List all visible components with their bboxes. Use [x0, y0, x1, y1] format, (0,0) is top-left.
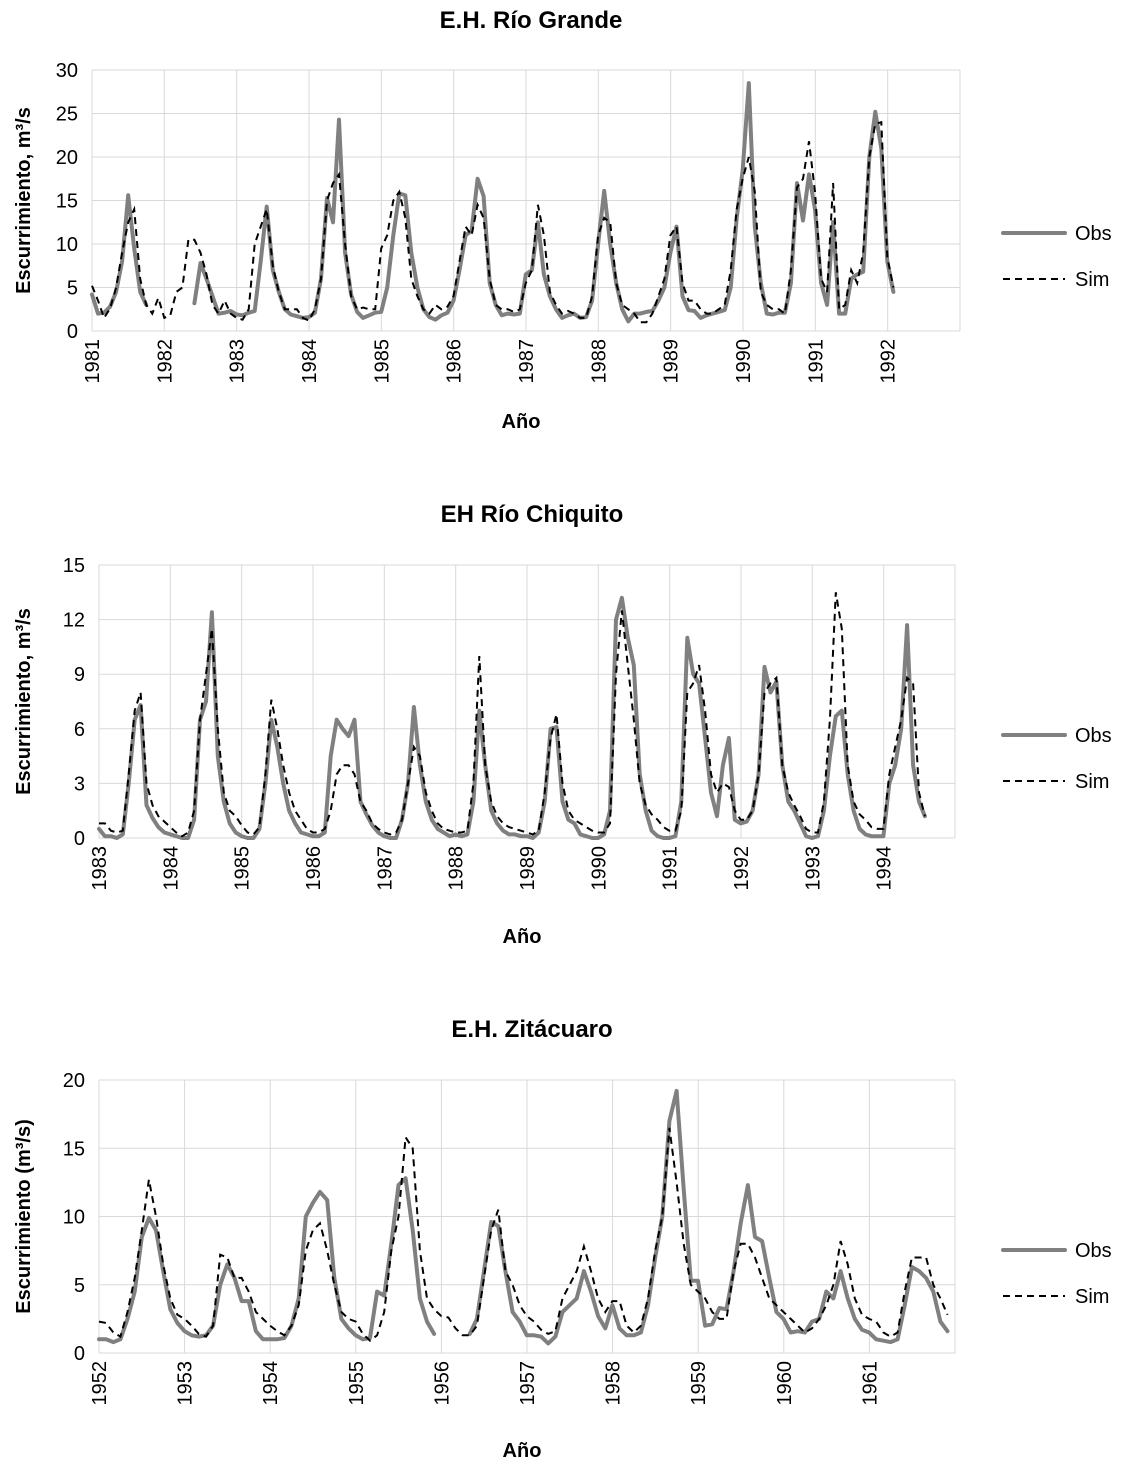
- series-line-obs: [97, 1088, 950, 1346]
- x-tick-label: 1957: [517, 1361, 539, 1406]
- x-tick-label: 1988: [446, 846, 468, 891]
- y-tick-label: 0: [74, 1343, 85, 1365]
- series-line-obs: [90, 81, 896, 324]
- chart-title: E.H. Zitácuaro: [451, 1016, 612, 1043]
- x-tick-label: 1991: [805, 339, 827, 384]
- chart-title: EH Río Chiquito: [441, 501, 624, 528]
- x-tick-label: 1958: [603, 1361, 625, 1406]
- x-tick-label: 1985: [371, 339, 393, 384]
- chart-2: EH Río Chiquito 0 3 6 9 12 15 1983 1984 1985 1986 1…: [13, 501, 1112, 948]
- series-line-sim: [98, 1127, 949, 1343]
- y-tick-label: 20: [56, 147, 78, 169]
- x-tick-label: 1990: [733, 339, 755, 384]
- y-tick-label: 12: [63, 610, 85, 632]
- legend-label-sim: Sim: [1075, 1286, 1109, 1308]
- x-tick-label: 1959: [688, 1361, 710, 1406]
- y-tick-label: 10: [56, 234, 78, 256]
- x-tick-label: 1987: [516, 339, 538, 384]
- x-tick-label: 1984: [160, 846, 182, 891]
- x-axis-title: Año: [502, 411, 541, 433]
- y-tick-label: 5: [67, 278, 78, 300]
- y-tick-label: 20: [63, 1070, 85, 1092]
- x-tick-label: 1952: [89, 1361, 111, 1406]
- legend: Obs Sim: [1001, 223, 1112, 291]
- x-tick-label: 1986: [303, 846, 325, 891]
- x-tick-label: 1981: [82, 339, 104, 384]
- x-tick-label: 1955: [346, 1361, 368, 1406]
- y-tick-label: 0: [74, 828, 85, 850]
- x-tick-label: 1983: [89, 846, 111, 891]
- y-axis-title: Escurrimiento (m³/s): [13, 1119, 35, 1313]
- y-tick-label: 5: [74, 1275, 85, 1297]
- legend: Obs Sim: [1001, 725, 1112, 793]
- x-tick-label: 1954: [260, 1361, 282, 1406]
- x-axis-title: Año: [503, 926, 542, 948]
- y-tick-label: 0: [67, 321, 78, 343]
- legend-label-sim: Sim: [1075, 269, 1109, 291]
- x-tick-label: 1987: [374, 846, 396, 891]
- x-tick-label: 1990: [588, 846, 610, 891]
- x-tick-label: 1961: [859, 1361, 881, 1406]
- legend-label-obs: Obs: [1075, 725, 1112, 747]
- x-tick-label: 1994: [874, 846, 896, 891]
- x-tick-label: 1992: [878, 339, 900, 384]
- x-tick-label: 1986: [444, 339, 466, 384]
- chart-1: E.H. Río Grande 0 5 10 15 20 25 30 1981 1982 1983 1…: [13, 7, 1112, 433]
- legend-label-obs: Obs: [1075, 1240, 1112, 1262]
- legend-label-sim: Sim: [1075, 771, 1109, 793]
- x-tick-label: 1984: [299, 339, 321, 384]
- chart-title: E.H. Río Grande: [440, 7, 623, 34]
- y-tick-label: 3: [74, 773, 85, 795]
- x-tick-label: 1953: [175, 1361, 197, 1406]
- series-line-sim: [91, 120, 895, 324]
- x-tick-label: 1992: [731, 846, 753, 891]
- x-tick-label: 1991: [660, 846, 682, 891]
- x-tick-label: 1989: [661, 339, 683, 384]
- y-tick-label: 6: [74, 719, 85, 741]
- legend-label-obs: Obs: [1075, 223, 1112, 245]
- y-tick-label: 10: [63, 1207, 85, 1229]
- y-tick-label: 15: [63, 1138, 85, 1160]
- y-tick-label: 15: [56, 191, 78, 213]
- x-tick-label: 1982: [154, 339, 176, 384]
- chart-3: E.H. Zitácuaro 0 5 10 15 20 1952 1953 1954 1955 19…: [13, 1016, 1112, 1462]
- y-tick-label: 30: [56, 60, 78, 82]
- x-tick-label: 1993: [802, 846, 824, 891]
- legend: Obs Sim: [1001, 1240, 1112, 1308]
- x-tick-label: 1960: [774, 1361, 796, 1406]
- y-axis-title: Escurrimiento, m³/s: [13, 107, 35, 294]
- y-tick-label: 25: [56, 104, 78, 126]
- y-tick-label: 15: [63, 555, 85, 577]
- series-line-sim: [99, 592, 926, 838]
- y-tick-label: 9: [74, 664, 85, 686]
- y-axis-title: Escurrimiento, m³/s: [13, 608, 35, 795]
- x-tick-label: 1983: [227, 339, 249, 384]
- x-axis-title: Año: [503, 1440, 542, 1462]
- series-line-obs: [97, 595, 927, 840]
- x-tick-label: 1988: [588, 339, 610, 384]
- x-tick-label: 1989: [517, 846, 539, 891]
- x-tick-label: 1956: [431, 1361, 453, 1406]
- x-tick-label: 1985: [232, 846, 254, 891]
